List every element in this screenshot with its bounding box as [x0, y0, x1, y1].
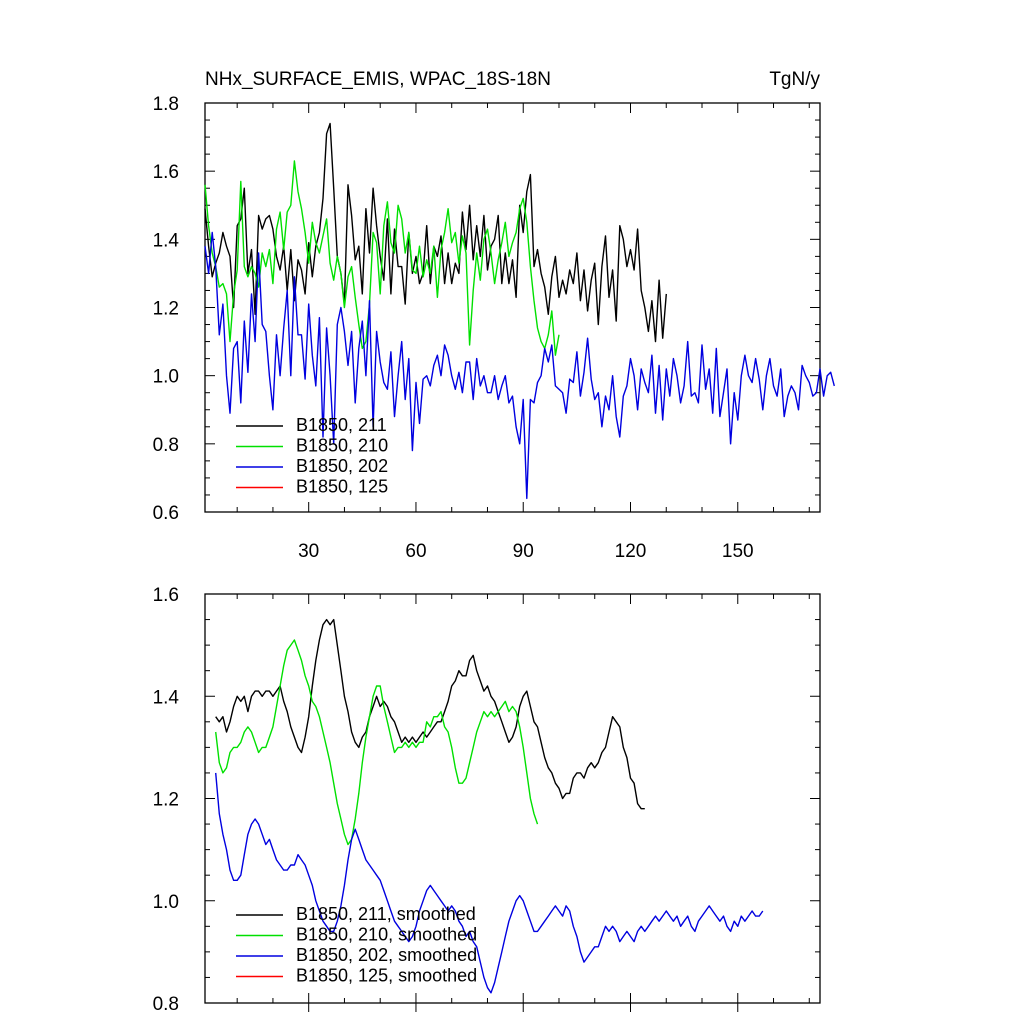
- top-series-line-1: [204, 160, 560, 356]
- top-x-tick-label: 30: [298, 541, 319, 562]
- top-series-line-0: [204, 122, 667, 343]
- top-chart-title: NHx_SURFACE_EMIS, WPAC_18S-18N: [205, 69, 551, 90]
- bottom-y-tick-label: 1.6: [153, 585, 179, 606]
- bottom-legend-label: B1850, 211, smoothed: [296, 904, 476, 924]
- bottom-legend-label: B1850, 202, smoothed: [296, 945, 477, 965]
- top-y-tick-label: 0.6: [153, 503, 179, 524]
- bottom-y-tick-label: 0.8: [153, 994, 179, 1015]
- top-y-tick-label: 1.6: [153, 162, 179, 183]
- bottom-legend-label: B1850, 210, smoothed: [296, 925, 477, 945]
- top-panel: NHx_SURFACE_EMIS, WPAC_18S-18N TgN/y 0.6…: [153, 69, 835, 562]
- top-x-tick-label: 60: [405, 541, 426, 562]
- top-y-tick-label: 1.8: [153, 94, 179, 115]
- bottom-series-line-2: [215, 772, 764, 994]
- top-series-line-2: [204, 231, 835, 500]
- top-chart-units: TgN/y: [769, 69, 820, 90]
- top-legend-label: B1850, 210: [296, 436, 388, 456]
- top-y-tick-label: 0.8: [153, 435, 179, 456]
- bottom-series-line-1: [215, 639, 539, 846]
- bottom-y-tick-label: 1.0: [153, 892, 179, 913]
- bottom-y-tick-label: 1.4: [153, 687, 180, 708]
- top-x-tick-label: 90: [513, 541, 534, 562]
- bottom-y-tick-label: 1.2: [153, 790, 179, 811]
- bottom-series-line-0: [215, 618, 645, 810]
- top-y-tick-label: 1.4: [153, 230, 180, 251]
- top-legend-label: B1850, 202: [296, 456, 388, 476]
- top-y-tick-label: 1.2: [153, 299, 179, 320]
- top-x-tick-label: 150: [722, 541, 754, 562]
- top-legend-label: B1850, 125: [296, 477, 388, 497]
- top-legend-label: B1850, 211: [296, 415, 387, 435]
- top-y-tick-label: 1.0: [153, 367, 179, 388]
- top-x-tick-label: 120: [615, 541, 647, 562]
- bottom-legend-label: B1850, 125, smoothed: [296, 966, 477, 986]
